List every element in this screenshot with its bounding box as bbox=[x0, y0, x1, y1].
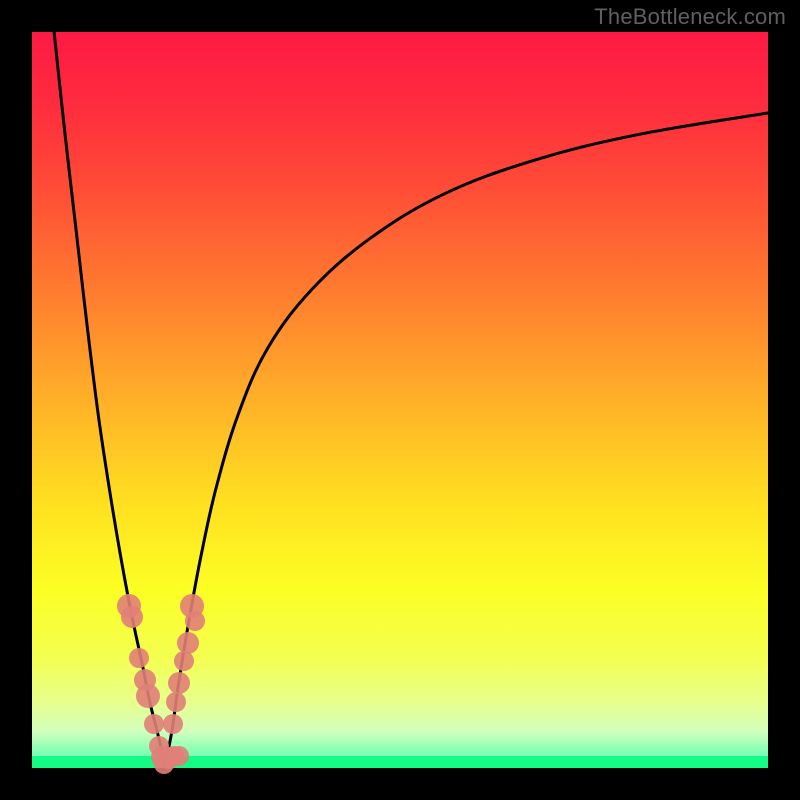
data-marker bbox=[136, 684, 160, 708]
data-marker bbox=[168, 672, 190, 694]
data-marker bbox=[144, 714, 164, 734]
data-marker bbox=[129, 648, 149, 668]
data-marker bbox=[174, 651, 194, 671]
watermark-text: TheBottleneck.com bbox=[594, 4, 786, 30]
chart-container: TheBottleneck.com bbox=[0, 0, 800, 800]
data-marker bbox=[185, 611, 205, 631]
plot-area bbox=[32, 32, 768, 768]
data-marker bbox=[166, 692, 186, 712]
data-marker bbox=[163, 714, 183, 734]
data-marker bbox=[169, 746, 189, 766]
curve-right-branch bbox=[164, 113, 768, 768]
data-marker bbox=[121, 606, 143, 628]
